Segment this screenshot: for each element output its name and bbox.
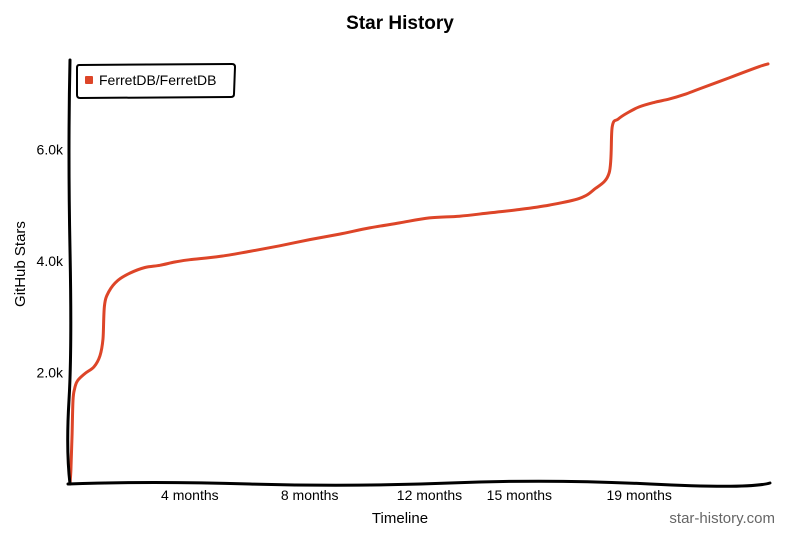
x-tick-label: 12 months xyxy=(397,487,462,503)
x-tick-label: 19 months xyxy=(606,487,671,503)
y-axis-line xyxy=(66,58,73,486)
legend-swatch xyxy=(85,76,93,84)
x-axis-label: Timeline xyxy=(372,510,428,527)
y-axis-label: GitHub Stars xyxy=(12,221,29,307)
y-tick-label: 4.0k xyxy=(37,253,64,269)
series-layer xyxy=(68,62,770,486)
x-axis-line xyxy=(66,479,772,488)
x-tick-label: 4 months xyxy=(161,487,219,503)
chart-title: Star History xyxy=(346,13,454,34)
y-axis-ticks: 2.0k 4.0k 6.0k xyxy=(37,141,64,380)
y-tick-label: 2.0k xyxy=(37,364,64,380)
legend-box xyxy=(76,62,237,100)
legend-label: FerretDB/FerretDB xyxy=(99,72,216,88)
watermark: star-history.com xyxy=(669,510,775,527)
x-axis-ticks: 4 months 8 months 12 months 15 months 19 mon… xyxy=(161,487,672,503)
series-line-ferretdb xyxy=(68,62,770,486)
y-tick-label: 6.0k xyxy=(37,141,64,157)
legend: FerretDB/FerretDB xyxy=(76,62,237,100)
x-tick-label: 8 months xyxy=(281,487,339,503)
x-tick-label: 15 months xyxy=(487,487,552,503)
